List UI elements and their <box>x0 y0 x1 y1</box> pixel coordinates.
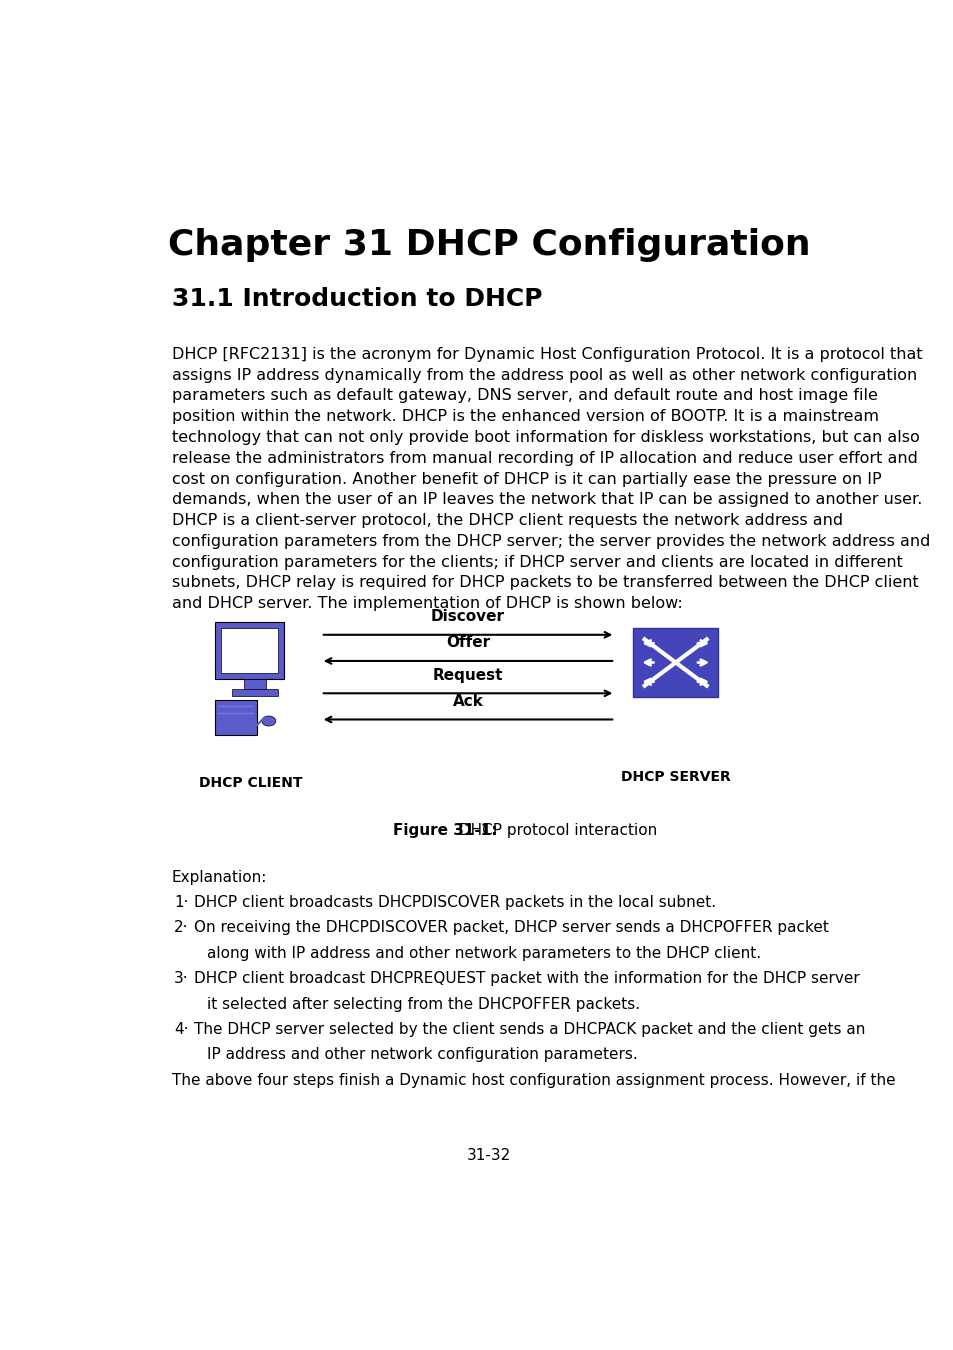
Text: release the administrators from manual recording of IP allocation and reduce use: release the administrators from manual r… <box>172 451 917 466</box>
Text: configuration parameters from the DHCP server; the server provides the network a: configuration parameters from the DHCP s… <box>172 533 929 549</box>
Text: Figure 31-1:: Figure 31-1: <box>393 822 497 837</box>
Text: DHCP protocol interaction: DHCP protocol interaction <box>454 822 657 837</box>
Text: 4·: 4· <box>174 1022 189 1037</box>
Text: assigns IP address dynamically from the address pool as well as other network co: assigns IP address dynamically from the … <box>172 367 916 382</box>
Text: subnets, DHCP relay is required for DHCP packets to be transferred between the D: subnets, DHCP relay is required for DHCP… <box>172 575 918 590</box>
Text: 1·: 1· <box>174 895 189 910</box>
Text: The above four steps finish a Dynamic host configuration assignment process. How: The above four steps finish a Dynamic ho… <box>172 1073 895 1088</box>
Text: The DHCP server selected by the client sends a DHCPACK packet and the client get: The DHCP server selected by the client s… <box>193 1022 864 1037</box>
Bar <box>244 679 266 688</box>
Text: position within the network. DHCP is the enhanced version of BOOTP. It is a main: position within the network. DHCP is the… <box>172 409 878 424</box>
Text: parameters such as default gateway, DNS server, and default route and host image: parameters such as default gateway, DNS … <box>172 389 877 404</box>
Text: DHCP client broadcast DHCPREQUEST packet with the information for the DHCP serve: DHCP client broadcast DHCPREQUEST packet… <box>193 971 859 987</box>
Text: DHCP CLIENT: DHCP CLIENT <box>199 776 302 791</box>
Text: cost on configuration. Another benefit of DHCP is it can partially ease the pres: cost on configuration. Another benefit o… <box>172 471 881 486</box>
Bar <box>220 628 278 674</box>
Text: Request: Request <box>433 667 503 683</box>
Bar <box>214 622 284 679</box>
Text: DHCP [RFC2131] is the acronym for Dynamic Host Configuration Protocol. It is a p: DHCP [RFC2131] is the acronym for Dynami… <box>172 347 922 362</box>
Text: configuration parameters for the clients; if DHCP server and clients are located: configuration parameters for the clients… <box>172 555 902 570</box>
Text: Ack: Ack <box>452 694 483 709</box>
Text: 31-32: 31-32 <box>466 1148 511 1162</box>
Bar <box>232 688 278 697</box>
Text: demands, when the user of an IP leaves the network that IP can be assigned to an: demands, when the user of an IP leaves t… <box>172 493 922 508</box>
Text: DHCP client broadcasts DHCPDISCOVER packets in the local subnet.: DHCP client broadcasts DHCPDISCOVER pack… <box>193 895 715 910</box>
Ellipse shape <box>261 716 275 726</box>
Text: along with IP address and other network parameters to the DHCP client.: along with IP address and other network … <box>207 946 760 961</box>
Text: technology that can not only provide boot information for diskless workstations,: technology that can not only provide boo… <box>172 429 919 446</box>
Text: IP address and other network configuration parameters.: IP address and other network configurati… <box>207 1048 637 1062</box>
Text: On receiving the DHCPDISCOVER packet, DHCP server sends a DHCPOFFER packet: On receiving the DHCPDISCOVER packet, DH… <box>193 921 827 936</box>
Text: Offer: Offer <box>445 636 490 651</box>
Text: 3·: 3· <box>174 971 189 987</box>
Text: it selected after selecting from the DHCPOFFER packets.: it selected after selecting from the DHC… <box>207 996 639 1011</box>
Text: DHCP is a client-server protocol, the DHCP client requests the network address a: DHCP is a client-server protocol, the DH… <box>172 513 842 528</box>
Text: 31.1 Introduction to DHCP: 31.1 Introduction to DHCP <box>172 288 542 311</box>
Text: 2·: 2· <box>174 921 189 936</box>
Text: Chapter 31 DHCP Configuration: Chapter 31 DHCP Configuration <box>168 228 809 262</box>
Bar <box>214 701 257 734</box>
Text: Explanation:: Explanation: <box>172 871 267 886</box>
Text: Discover: Discover <box>431 609 504 624</box>
Bar <box>633 628 718 697</box>
Text: DHCP SERVER: DHCP SERVER <box>620 771 730 784</box>
Text: and DHCP server. The implementation of DHCP is shown below:: and DHCP server. The implementation of D… <box>172 597 682 612</box>
